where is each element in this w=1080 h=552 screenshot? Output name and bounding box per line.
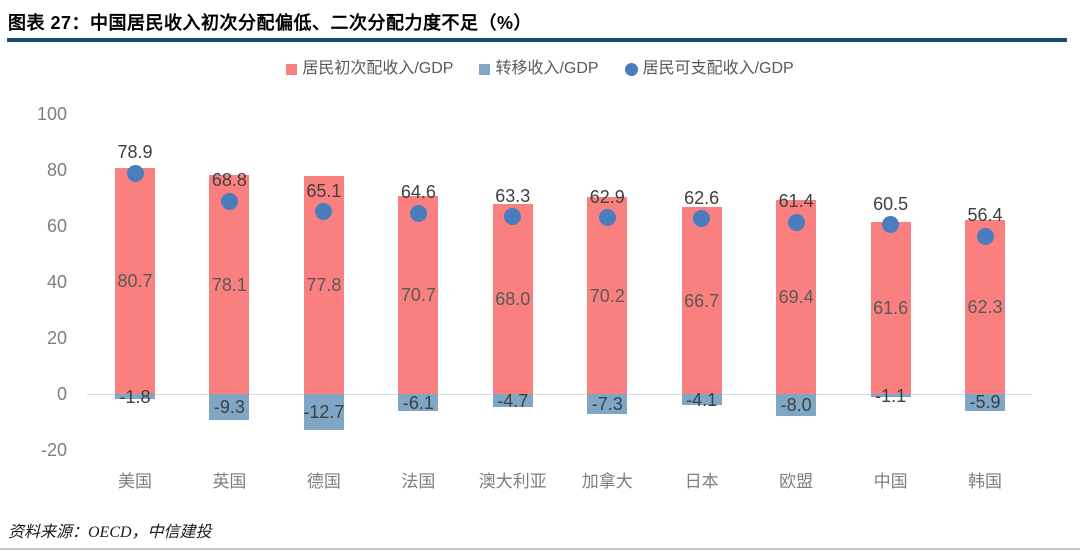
x-axis-label: 澳大利亚 [478, 472, 547, 491]
disposable-income-value-label: 62.6 [684, 187, 720, 208]
primary-income-bar [870, 221, 911, 394]
transfer-income-bar [398, 394, 439, 412]
primary-income-value-label: 77.8 [306, 275, 342, 296]
transfer-income-bar [115, 394, 155, 400]
primary-income-value-label: 80.7 [117, 271, 153, 292]
x-axis-label: 加拿大 [581, 472, 633, 491]
transfer-income-value-label: -4.1 [686, 389, 718, 410]
disposable-income-dot [126, 164, 144, 182]
x-axis-line [87, 394, 1032, 395]
legend-item-disposable-income: 居民可支配收入/GDP [624, 58, 794, 80]
primary-income-bar [681, 207, 722, 394]
transfer-income-value-label: -7.3 [591, 394, 623, 415]
title-rule [7, 38, 1067, 42]
y-axis-tick-label: 0 [56, 384, 67, 404]
x-axis-label: 欧盟 [779, 472, 814, 491]
primary-income-value-label: 78.1 [211, 274, 247, 295]
y-axis-tick-label: 60 [46, 216, 67, 236]
transfer-income-bar [965, 394, 1006, 411]
primary-income-value-label: 66.7 [684, 290, 720, 311]
disposable-income-value-label: 61.4 [778, 191, 814, 212]
disposable-income-dot [882, 216, 900, 234]
transfer-income-value-label: -1.1 [875, 385, 907, 406]
transfer-income-value-label: -5.9 [969, 392, 1001, 413]
transfer-income-value-label: -4.7 [497, 390, 529, 411]
legend-label: 居民可支配收入/GDP [642, 60, 794, 77]
chart-legend: 居民初次配收入/GDP 转移收入/GDP 居民可支配收入/GDP [0, 58, 1080, 82]
legend-label: 转移收入/GDP [495, 60, 599, 77]
disposable-income-dot [220, 192, 238, 210]
transfer-income-bar [870, 394, 911, 398]
transfer-income-bar [776, 394, 817, 417]
transfer-income-bar [587, 394, 628, 415]
legend-item-transfer-income: 转移收入/GDP [479, 58, 599, 80]
legend-square-icon [286, 64, 298, 75]
disposable-income-value-label: 56.4 [967, 205, 1003, 226]
disposable-income-value-label: 63.3 [495, 185, 531, 206]
source-note: 资料来源：OECD，中信建投 [8, 524, 212, 541]
y-axis-tick-label: 20 [46, 328, 67, 348]
disposable-income-value-label: 65.1 [306, 180, 342, 201]
bottom-rule [0, 548, 1080, 550]
transfer-income-bar [492, 394, 533, 408]
x-axis-label: 美国 [118, 472, 152, 491]
disposable-income-dot [787, 213, 805, 231]
y-axis-tick-label: -20 [40, 440, 67, 460]
primary-income-value-label: 69.4 [778, 286, 814, 307]
legend-item-primary-income: 居民初次配收入/GDP [286, 58, 453, 80]
disposable-income-value-label: 64.6 [400, 182, 436, 203]
y-axis-tick-label: 80 [46, 160, 67, 180]
y-axis-tick-label: 40 [46, 272, 67, 292]
transfer-income-value-label: -9.3 [213, 397, 245, 418]
figure-title: 图表 27：中国居民收入初次分配偏低、二次分配力度不足（%） [8, 13, 533, 33]
disposable-income-dot [315, 203, 333, 221]
disposable-income-dot [598, 209, 616, 227]
legend-label: 居民初次配收入/GDP [302, 60, 454, 77]
transfer-income-bar [209, 394, 250, 421]
primary-income-bar [587, 197, 628, 394]
disposable-income-dot [976, 227, 994, 245]
x-axis-label: 韩国 [968, 472, 1003, 491]
primary-income-value-label: 70.2 [589, 285, 625, 306]
disposable-income-dot [409, 204, 427, 222]
primary-income-value-label: 70.7 [400, 285, 436, 306]
legend-square-icon [479, 64, 491, 75]
transfer-income-bar [681, 394, 722, 406]
primary-income-value-label: 62.3 [967, 296, 1003, 317]
x-axis-label: 日本 [684, 472, 719, 491]
primary-income-bar [492, 203, 533, 394]
x-axis-label: 中国 [873, 472, 908, 491]
primary-income-value-label: 68.0 [495, 288, 531, 309]
x-axis-label: 德国 [306, 472, 341, 491]
transfer-income-value-label: -12.7 [303, 401, 345, 422]
primary-income-bar [776, 199, 817, 394]
primary-income-value-label: 61.6 [873, 297, 909, 318]
transfer-income-value-label: -1.8 [119, 386, 151, 407]
disposable-income-value-label: 78.9 [117, 142, 153, 163]
x-axis-label: 英国 [212, 472, 247, 491]
disposable-income-dot [693, 210, 711, 228]
transfer-income-value-label: -6.1 [402, 392, 434, 413]
primary-income-bar [209, 175, 250, 394]
x-axis-label: 法国 [401, 472, 436, 491]
primary-income-bar [965, 219, 1006, 394]
disposable-income-dot [504, 208, 522, 226]
disposable-income-value-label: 62.9 [589, 186, 625, 207]
primary-income-bar [115, 168, 155, 394]
transfer-income-value-label: -8.0 [780, 395, 812, 416]
legend-circle-icon [624, 63, 638, 76]
disposable-income-value-label: 68.8 [211, 170, 247, 191]
disposable-income-value-label: 60.5 [873, 193, 909, 214]
y-axis-tick-label: 100 [36, 104, 67, 124]
primary-income-bar [398, 196, 439, 394]
transfer-income-bar [303, 394, 344, 430]
